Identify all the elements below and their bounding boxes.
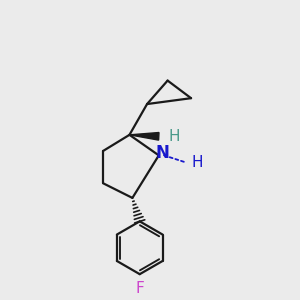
Text: N: N: [155, 144, 169, 162]
Text: H: H: [192, 155, 203, 170]
Text: H: H: [168, 129, 180, 144]
Text: F: F: [135, 280, 144, 296]
Polygon shape: [130, 133, 159, 140]
